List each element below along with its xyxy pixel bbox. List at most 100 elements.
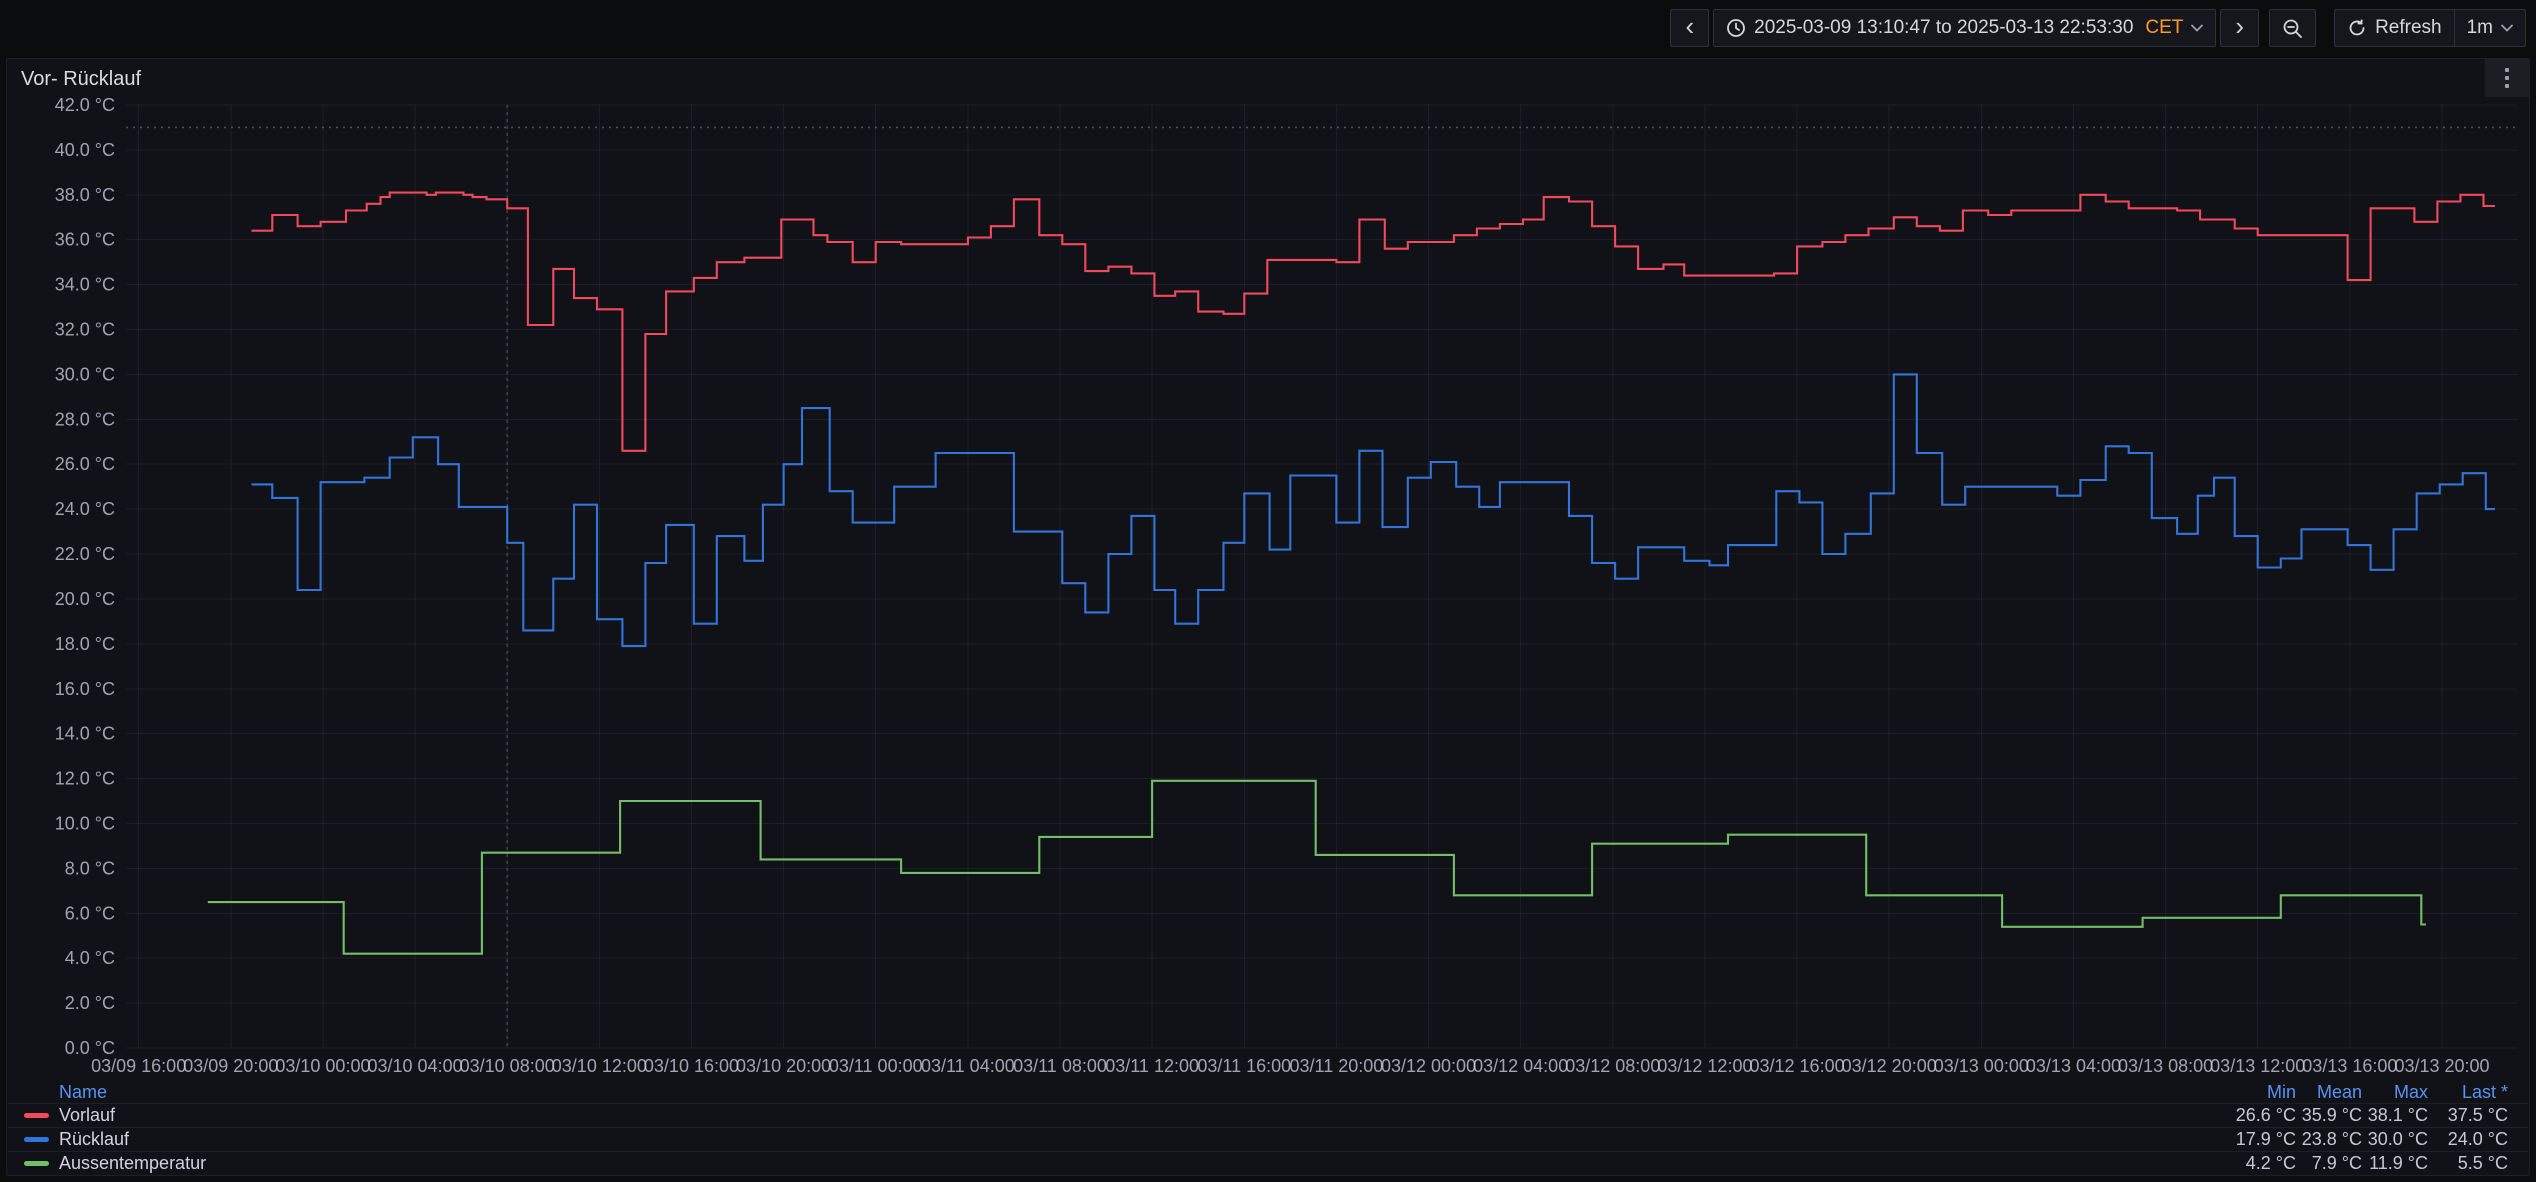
chart-plot-area[interactable]: 0.0 °C 2.0 °C 4.0 °C 6.0 °C 8.0 °C 10.0 °C 12.… xyxy=(8,95,2528,1082)
y-axis-tick-label: 8.0 °C xyxy=(65,858,115,878)
y-axis-tick-label: 34.0 °C xyxy=(55,275,115,295)
x-axis-tick-label: 03/10 04:00 xyxy=(368,1056,463,1076)
series-line-vorlauf xyxy=(251,191,2495,452)
x-axis-tick-label: 03/13 04:00 xyxy=(2026,1056,2121,1076)
x-axis-tick-label: 03/12 12:00 xyxy=(1657,1056,1752,1076)
y-axis-tick-label: 4.0 °C xyxy=(65,948,115,968)
refresh-interval-value: 1m xyxy=(2466,17,2493,38)
legend-series-toggle[interactable]: Aussentemperatur xyxy=(24,1153,2230,1174)
y-axis-tick-label: 38.0 °C xyxy=(55,185,115,205)
x-axis-tick-label: 03/13 00:00 xyxy=(1934,1056,2029,1076)
y-axis-tick-label: 40.0 °C xyxy=(55,140,115,160)
y-axis-tick-label: 42.0 °C xyxy=(55,97,115,115)
y-axis-tick-label: 14.0 °C xyxy=(55,724,115,744)
legend-header-max[interactable]: Max xyxy=(2393,1082,2428,1102)
x-axis-tick-label: 03/13 12:00 xyxy=(2210,1056,2305,1076)
zoom-out-button[interactable] xyxy=(2269,9,2317,47)
legend-max-value: 11.9 °C xyxy=(2369,1153,2428,1173)
legend-row: Aussentemperatur 4.2 °C 7.9 °C 11.9 °C 5… xyxy=(8,1151,2528,1175)
legend-header-min[interactable]: Min xyxy=(2266,1082,2296,1102)
y-axis-tick-label: 32.0 °C xyxy=(55,320,115,340)
top-toolbar: ‹ 2025-03-09 13:10:47 to 2025-03-13 22:5… xyxy=(0,0,2536,56)
x-axis-tick-label: 03/10 00:00 xyxy=(275,1056,370,1076)
chevron-down-icon xyxy=(2191,24,2204,32)
legend-last-value: 37.5 °C xyxy=(2447,1105,2508,1125)
y-axis-tick-label: 0.0 °C xyxy=(65,1038,115,1058)
divider xyxy=(2453,10,2455,46)
refresh-label: Refresh xyxy=(2375,17,2442,38)
time-range-text: 2025-03-09 13:10:47 to 2025-03-13 22:53:… xyxy=(1754,17,2134,38)
refresh-button[interactable]: Refresh xyxy=(2335,10,2454,46)
x-axis-tick-label: 03/09 20:00 xyxy=(183,1056,278,1076)
legend-series-toggle[interactable]: Rücklauf xyxy=(24,1129,2230,1150)
x-axis-tick-label: 03/11 20:00 xyxy=(1290,1056,1384,1076)
time-range-picker-button[interactable]: 2025-03-09 13:10:47 to 2025-03-13 22:53:… xyxy=(1713,9,2217,47)
legend-header-row: Name Min Mean Max Last * xyxy=(8,1082,2528,1103)
panel-menu-button[interactable] xyxy=(2485,59,2529,97)
panel-title: Vor- Rücklauf xyxy=(21,68,142,90)
series-color-dash-icon xyxy=(24,1113,49,1118)
panel-header: Vor- Rücklauf xyxy=(7,59,2529,97)
y-axis-tick-label: 26.0 °C xyxy=(55,454,115,474)
chevron-left-icon: ‹ xyxy=(1685,11,1695,41)
legend-row: Rücklauf 17.9 °C 23.8 °C 30.0 °C 24.0 °C xyxy=(8,1127,2528,1151)
x-axis-tick-label: 03/12 08:00 xyxy=(1565,1056,1660,1076)
legend-mean-value: 7.9 °C xyxy=(2311,1153,2362,1173)
x-axis-tick-label: 03/10 12:00 xyxy=(552,1056,647,1076)
legend-header-name[interactable]: Name xyxy=(59,1082,108,1102)
y-axis-tick-label: 22.0 °C xyxy=(55,544,115,564)
x-axis-tick-label: 03/11 08:00 xyxy=(1013,1056,1107,1076)
legend-header-mean[interactable]: Mean xyxy=(2316,1082,2362,1102)
time-shift-back-button[interactable]: ‹ xyxy=(1670,9,1710,47)
x-axis-tick-label: 03/11 00:00 xyxy=(829,1056,923,1076)
y-axis-tick-label: 24.0 °C xyxy=(55,499,115,519)
y-axis-tick-label: 18.0 °C xyxy=(55,634,115,654)
legend-header-last[interactable]: Last * xyxy=(2461,1082,2508,1102)
y-axis-tick-label: 20.0 °C xyxy=(55,589,115,609)
y-axis-tick-label: 12.0 °C xyxy=(55,769,115,789)
chevron-down-icon xyxy=(2501,24,2513,32)
kebab-icon xyxy=(2505,68,2509,88)
legend-series-name: Rücklauf xyxy=(59,1129,130,1149)
y-axis-tick-label: 2.0 °C xyxy=(65,993,115,1013)
x-axis-tick-label: 03/13 16:00 xyxy=(2302,1056,2397,1076)
x-axis-tick-label: 03/10 16:00 xyxy=(644,1056,739,1076)
legend-mean-value: 23.8 °C xyxy=(2301,1129,2362,1149)
timezone-label: CET xyxy=(2145,17,2184,38)
x-axis-tick-label: 03/11 12:00 xyxy=(1105,1056,1199,1076)
y-axis-tick-label: 30.0 °C xyxy=(55,364,115,384)
legend-max-value: 30.0 °C xyxy=(2367,1129,2428,1149)
time-shift-forward-button[interactable]: › xyxy=(2220,9,2260,47)
x-axis-tick-label: 03/13 20:00 xyxy=(2394,1056,2489,1076)
legend-series-name: Aussentemperatur xyxy=(59,1153,207,1173)
x-axis-tick-label: 03/12 16:00 xyxy=(1750,1056,1845,1076)
y-axis-tick-label: 28.0 °C xyxy=(55,409,115,429)
legend-max-value: 38.1 °C xyxy=(2367,1105,2428,1125)
series-color-dash-icon xyxy=(24,1137,49,1142)
series-line-rücklauf xyxy=(251,373,2495,648)
refresh-interval-dropdown[interactable]: 1m xyxy=(2455,10,2525,46)
y-axis-tick-label: 16.0 °C xyxy=(55,679,115,699)
series-line-aussentemperatur xyxy=(207,779,2426,955)
x-axis-tick-label: 03/13 08:00 xyxy=(2118,1056,2213,1076)
legend-min-value: 17.9 °C xyxy=(2235,1129,2296,1149)
x-axis-tick-label: 03/11 16:00 xyxy=(1197,1056,1291,1076)
x-axis-tick-label: 03/09 16:00 xyxy=(91,1056,186,1076)
y-axis-tick-label: 6.0 °C xyxy=(65,903,115,923)
chevron-right-icon: › xyxy=(2235,11,2245,41)
legend-series-toggle[interactable]: Vorlauf xyxy=(24,1105,2230,1126)
x-axis-tick-label: 03/10 08:00 xyxy=(460,1056,555,1076)
refresh-icon xyxy=(2347,18,2367,38)
timeseries-chart[interactable]: 0.0 °C 2.0 °C 4.0 °C 6.0 °C 8.0 °C 10.0 °C 12.… xyxy=(8,95,2528,1082)
legend-table: Name Min Mean Max Last * Vorlauf 26.6 °C… xyxy=(8,1082,2528,1175)
series-color-dash-icon xyxy=(24,1161,49,1166)
zoom-out-icon xyxy=(2282,18,2303,39)
legend-last-value: 24.0 °C xyxy=(2447,1129,2508,1149)
x-axis-tick-label: 03/12 00:00 xyxy=(1381,1056,1476,1076)
x-axis-tick-label: 03/12 04:00 xyxy=(1473,1056,1568,1076)
legend-row: Vorlauf 26.6 °C 35.9 °C 38.1 °C 37.5 °C xyxy=(8,1103,2528,1127)
y-axis-tick-label: 36.0 °C xyxy=(55,230,115,250)
legend-min-value: 4.2 °C xyxy=(2245,1153,2296,1173)
legend-min-value: 26.6 °C xyxy=(2235,1105,2296,1125)
x-axis-tick-label: 03/10 20:00 xyxy=(736,1056,831,1076)
